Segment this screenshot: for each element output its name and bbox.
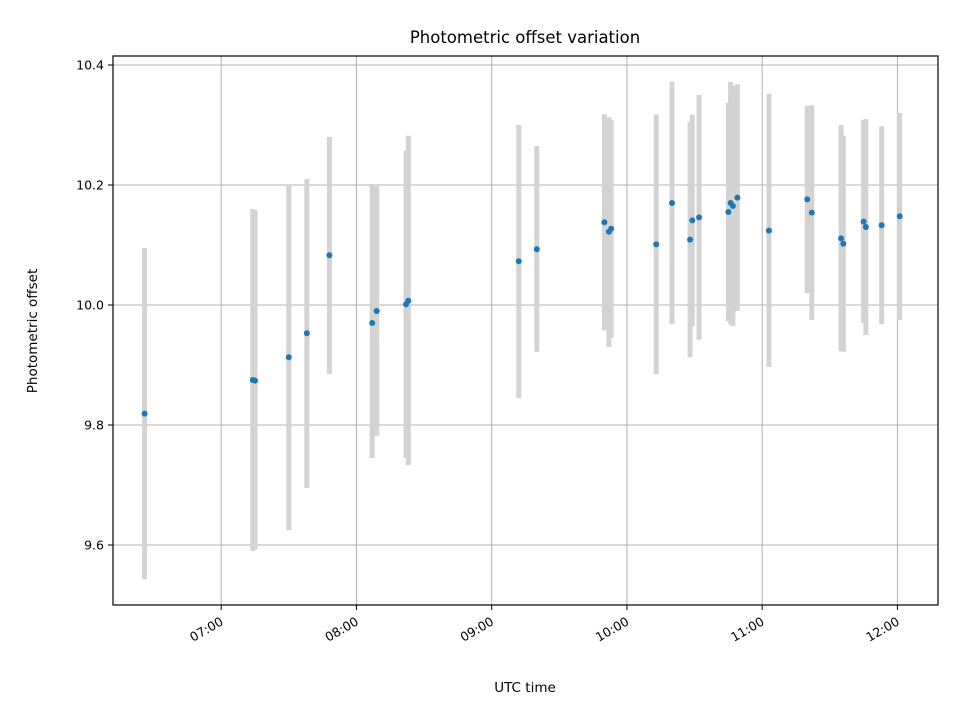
data-point [533,246,540,253]
data-point [252,377,259,384]
data-point [669,200,676,206]
data-point [687,236,694,243]
chart-title: Photometric offset variation [410,28,640,47]
data-point [860,218,867,225]
data-point [696,214,703,221]
data-points [141,194,903,417]
data-point [373,308,380,314]
data-point [862,224,869,230]
data-point [303,330,310,337]
data-point [689,217,696,224]
data-point [804,196,811,203]
x-axis-label: UTC time [494,680,556,696]
data-point [405,297,412,304]
data-point [601,219,608,226]
data-point [808,209,815,216]
data-point [653,241,660,248]
data-point [765,227,772,234]
y-tick-label: 9.8 [84,418,104,433]
data-point [141,410,148,417]
data-point [878,222,885,229]
data-point [838,235,845,242]
data-point [326,252,333,259]
y-axis-label: Photometric offset [25,269,41,393]
y-tick-label: 9.6 [84,538,104,553]
data-point [729,203,736,209]
data-point [734,194,741,201]
data-point [515,258,522,265]
plot-frame [112,55,939,606]
data-point [725,209,732,215]
data-point [608,225,615,232]
y-tick-label: 10.0 [76,298,104,313]
data-point [896,213,903,220]
data-point [369,320,376,326]
y-tick-label: 10.2 [76,178,104,193]
data-point [840,240,847,247]
data-point [285,354,292,361]
y-tick-label: 10.4 [76,58,104,73]
